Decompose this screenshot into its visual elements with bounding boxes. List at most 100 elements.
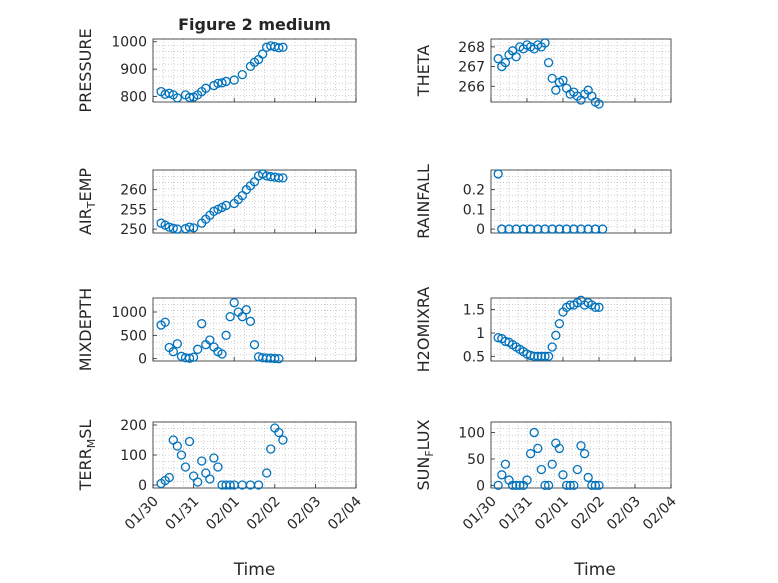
axes-box xyxy=(490,297,672,362)
axes-box xyxy=(152,38,357,103)
y-axis-label: TERRMSL xyxy=(76,420,98,492)
data-point xyxy=(543,480,554,491)
data-point xyxy=(201,83,211,93)
data-point xyxy=(543,57,554,68)
panel-pressure: 800 900 1000 PRESSURE xyxy=(76,28,357,113)
data-point xyxy=(569,480,579,491)
y-axis-label: H2OMIXRA xyxy=(414,287,433,373)
data-point xyxy=(197,319,207,329)
x-axis-label-left: Time xyxy=(233,560,276,580)
data-point xyxy=(565,480,575,491)
grid-lines xyxy=(153,39,356,102)
data-point xyxy=(547,73,557,84)
panel-terr-msl: 0 100 200 01/30 01/31 02/01 02/02 02/03 02/04 TER… xyxy=(76,418,365,533)
y-tick-label: 0 xyxy=(138,478,147,494)
data-point xyxy=(554,224,565,234)
figure-title: Figure 2 medium xyxy=(178,15,331,34)
data-point xyxy=(529,427,539,438)
data-point xyxy=(229,75,239,85)
data-point xyxy=(525,350,536,361)
data-point xyxy=(561,480,572,491)
data-point xyxy=(540,38,550,48)
y-tick-label: 266 xyxy=(458,79,485,95)
axes-box xyxy=(490,421,672,489)
data-point xyxy=(237,69,247,80)
data-point xyxy=(225,312,235,322)
y-tick-label: 500 xyxy=(120,328,147,344)
data-point xyxy=(253,480,264,490)
data-point xyxy=(205,474,215,484)
panel-mixdepth: 0 500 1000 MIXDEPTH xyxy=(76,288,357,371)
data-point xyxy=(274,427,284,438)
axes-box xyxy=(152,297,357,362)
data-point xyxy=(278,435,288,445)
data-point xyxy=(500,57,511,68)
data-point xyxy=(217,78,227,88)
data-point xyxy=(197,456,207,466)
data-point xyxy=(176,450,187,460)
data-point xyxy=(184,92,195,102)
data-point xyxy=(547,342,557,352)
data-point xyxy=(266,444,276,454)
grid-lines xyxy=(491,170,671,233)
data-point xyxy=(533,224,543,234)
data-point xyxy=(229,298,239,308)
grid-lines xyxy=(153,422,356,488)
data-point xyxy=(533,351,543,361)
data-point xyxy=(525,449,536,459)
data-point xyxy=(184,353,195,363)
data-point xyxy=(493,169,503,179)
data-point xyxy=(511,224,521,234)
y-tick-label: 267 xyxy=(458,60,485,76)
data-point xyxy=(569,224,579,234)
y-tick-label: 1 xyxy=(476,326,485,342)
data-point xyxy=(504,224,514,234)
grid-lines xyxy=(491,39,671,102)
data-point xyxy=(241,305,252,315)
data-point xyxy=(558,75,568,85)
data-point xyxy=(221,330,231,340)
y-tick-label: 900 xyxy=(120,62,147,78)
data-point xyxy=(525,224,536,234)
data-point xyxy=(536,351,547,361)
data-point xyxy=(594,99,604,109)
data-point xyxy=(274,43,284,53)
data-point xyxy=(572,464,583,475)
data-point xyxy=(274,354,284,364)
data-point xyxy=(184,222,195,232)
data-point xyxy=(193,344,203,354)
x-tick-label: 01/30 xyxy=(122,494,162,534)
data-point xyxy=(597,224,608,234)
data-point xyxy=(554,319,565,329)
data-point xyxy=(529,351,539,361)
data-point xyxy=(500,459,511,469)
data-point xyxy=(583,472,593,483)
panel-air-temp: 250 255 260 AIRTEMP xyxy=(76,168,357,238)
data-point xyxy=(164,88,174,98)
data-point xyxy=(180,462,191,472)
data-point xyxy=(540,480,550,491)
data-point xyxy=(274,173,284,183)
data-point xyxy=(172,93,183,103)
data-point xyxy=(262,468,272,478)
data-point xyxy=(193,477,203,487)
data-point xyxy=(270,353,280,364)
data-point xyxy=(245,316,256,326)
data-point xyxy=(561,224,572,234)
data-point xyxy=(172,441,183,451)
data-point xyxy=(205,335,215,345)
x-tick-label: 02/02 xyxy=(568,494,608,534)
y-tick-label: 255 xyxy=(120,202,147,218)
panel-h2omixra: 0.5 1 1.5 H2OMIXRA xyxy=(414,287,672,373)
data-point xyxy=(590,302,601,312)
data-point xyxy=(164,472,174,483)
y-axis-label: PRESSURE xyxy=(76,28,95,112)
y-tick-label: 250 xyxy=(120,222,147,238)
data-point xyxy=(547,459,557,469)
data-point xyxy=(590,224,601,234)
grid-lines xyxy=(153,170,356,233)
y-axis-label: THETA xyxy=(414,45,433,97)
y-axis-label: SUNFLUX xyxy=(414,419,436,490)
data-point xyxy=(172,339,183,349)
